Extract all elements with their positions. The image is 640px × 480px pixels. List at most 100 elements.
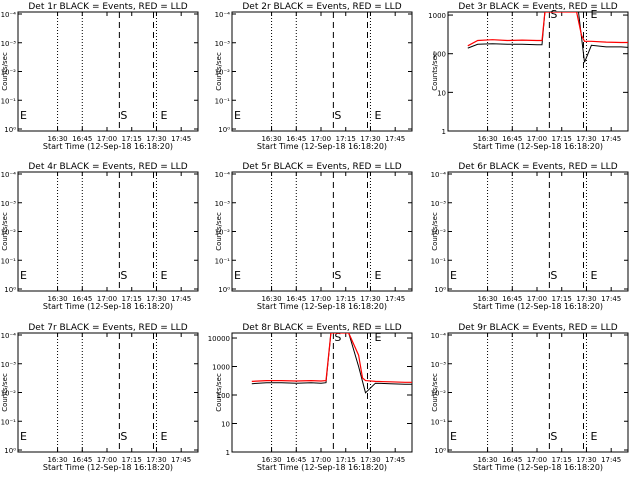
start-marker: S	[334, 331, 341, 344]
start-marker: S	[334, 109, 341, 122]
series-events-line	[467, 12, 628, 63]
y-axis-label: Counts/sec	[431, 52, 439, 91]
y-tick-label: 10⁻³	[1, 40, 17, 48]
y-tick-label: 10⁻⁴	[1, 171, 17, 179]
x-tick-label: 17:00	[311, 135, 331, 143]
end-marker: E	[374, 269, 381, 282]
x-tick-label: 16:45	[72, 135, 92, 143]
end-marker-left: E	[450, 430, 457, 443]
y-tick-label: 10⁰	[4, 286, 16, 294]
x-tick-label: 16:30	[261, 456, 281, 464]
plot-panel-1: Det 1r BLACK = Events, RED = LLD Counts/s…	[1, 2, 199, 151]
x-tick-label: 17:00	[311, 456, 331, 464]
start-marker: S	[334, 269, 341, 282]
end-marker: E	[590, 269, 597, 282]
plot-title: Det 2r BLACK = Events, RED = LLD	[242, 2, 401, 12]
x-tick-label: 16:45	[502, 456, 522, 464]
x-tick-label: 17:15	[552, 295, 572, 303]
end-marker-left: E	[234, 269, 241, 282]
end-marker: E	[374, 109, 381, 122]
y-tick-label: 10⁻²	[1, 229, 17, 237]
x-axis-label: Start Time (12-Sep-18 16:18:20)	[257, 302, 387, 311]
y-tick-label: 10⁻⁴	[1, 332, 17, 340]
x-axis-label: Start Time (12-Sep-18 16:18:20)	[473, 142, 603, 151]
start-marker: S	[120, 109, 127, 122]
x-tick-label: 16:45	[502, 295, 522, 303]
plot-title: Det 4r BLACK = Events, RED = LLD	[28, 162, 187, 172]
y-axis-label: Counts/sec	[431, 212, 439, 251]
end-marker: E	[160, 109, 167, 122]
x-tick-label: 17:45	[385, 456, 405, 464]
y-axis-label: Counts/sec	[215, 52, 223, 91]
y-tick-label: 10⁻²	[215, 69, 231, 77]
y-tick-label: 10⁻³	[215, 40, 231, 48]
y-tick-label: 1	[442, 128, 446, 136]
plot-panel-6: Det 6r BLACK = Events, RED = LLD Counts/s…	[431, 162, 629, 311]
y-tick-label: 10	[437, 89, 446, 97]
y-tick-label: 10⁻³	[431, 361, 447, 369]
plot-frame	[231, 332, 413, 453]
x-axis-label: Start Time (12-Sep-18 16:18:20)	[473, 302, 603, 311]
x-tick-label: 17:00	[97, 456, 117, 464]
plot-panel-8: Det 8r BLACK = Events, RED = LLD Counts/s…	[208, 323, 413, 472]
y-tick-label: 10⁻¹	[1, 418, 17, 426]
y-tick-label: 10000	[208, 335, 230, 343]
plot-title: Det 5r BLACK = Events, RED = LLD	[242, 162, 401, 172]
y-tick-label: 10⁻⁴	[431, 332, 447, 340]
x-axis-label: Start Time (12-Sep-18 16:18:20)	[257, 142, 387, 151]
x-tick-label: 17:00	[527, 456, 547, 464]
start-marker: S	[550, 269, 557, 282]
x-axis-label: Start Time (12-Sep-18 16:18:20)	[257, 463, 387, 472]
x-tick-label: 16:30	[261, 295, 281, 303]
x-tick-label: 17:45	[171, 135, 191, 143]
end-marker: E	[590, 8, 597, 21]
x-tick-label: 16:45	[72, 295, 92, 303]
end-marker: E	[590, 430, 597, 443]
x-tick-label: 16:30	[477, 456, 497, 464]
x-tick-label: 17:45	[601, 295, 621, 303]
x-tick-label: 16:30	[477, 135, 497, 143]
x-tick-label: 17:45	[171, 456, 191, 464]
plot-frame	[447, 11, 629, 132]
end-marker: E	[160, 269, 167, 282]
y-tick-label: 10⁰	[434, 286, 446, 294]
x-tick-label: 17:30	[146, 456, 166, 464]
plot-panel-2: Det 2r BLACK = Events, RED = LLD Counts/s…	[215, 2, 413, 151]
y-tick-label: 10⁻⁴	[1, 11, 17, 19]
x-tick-label: 16:45	[502, 135, 522, 143]
x-axis-label: Start Time (12-Sep-18 16:18:20)	[43, 302, 173, 311]
x-tick-label: 17:00	[97, 135, 117, 143]
start-marker: S	[120, 430, 127, 443]
x-tick-label: 17:15	[122, 456, 142, 464]
y-tick-label: 10⁻³	[431, 200, 447, 208]
x-tick-label: 17:30	[576, 135, 596, 143]
x-axis-label: Start Time (12-Sep-18 16:18:20)	[473, 463, 603, 472]
x-tick-label: 17:15	[552, 135, 572, 143]
y-axis-label: Counts/sec	[431, 373, 439, 412]
plot-panel-7: Det 7r BLACK = Events, RED = LLD Counts/s…	[1, 323, 199, 472]
y-tick-label: 1000	[212, 364, 230, 372]
plot-panel-5: Det 5r BLACK = Events, RED = LLD Counts/s…	[215, 162, 413, 311]
y-axis-label: Counts/sec	[215, 373, 223, 412]
y-tick-label: 1	[226, 449, 230, 457]
y-axis-label: Counts/sec	[215, 212, 223, 251]
x-tick-label: 17:30	[360, 295, 380, 303]
end-marker-left: E	[20, 109, 27, 122]
plot-title: Det 8r BLACK = Events, RED = LLD	[242, 323, 401, 333]
plot-panel-3: Det 3r BLACK = Events, RED = LLD Counts/s…	[428, 2, 629, 151]
x-axis-label: Start Time (12-Sep-18 16:18:20)	[43, 463, 173, 472]
y-tick-label: 10⁻¹	[1, 257, 17, 265]
y-tick-label: 100	[433, 51, 446, 59]
x-tick-label: 17:45	[601, 135, 621, 143]
y-tick-label: 10⁻²	[431, 229, 447, 237]
plot-title: Det 7r BLACK = Events, RED = LLD	[28, 323, 187, 333]
y-tick-label: 10⁻³	[215, 200, 231, 208]
plot-title: Det 3r BLACK = Events, RED = LLD	[458, 2, 617, 12]
start-marker: S	[120, 269, 127, 282]
x-tick-label: 17:00	[97, 295, 117, 303]
plot-frame	[447, 171, 629, 292]
x-tick-label: 16:30	[477, 295, 497, 303]
y-tick-label: 10⁻²	[1, 69, 17, 77]
plot-frame	[17, 332, 199, 453]
x-tick-label: 16:45	[72, 456, 92, 464]
